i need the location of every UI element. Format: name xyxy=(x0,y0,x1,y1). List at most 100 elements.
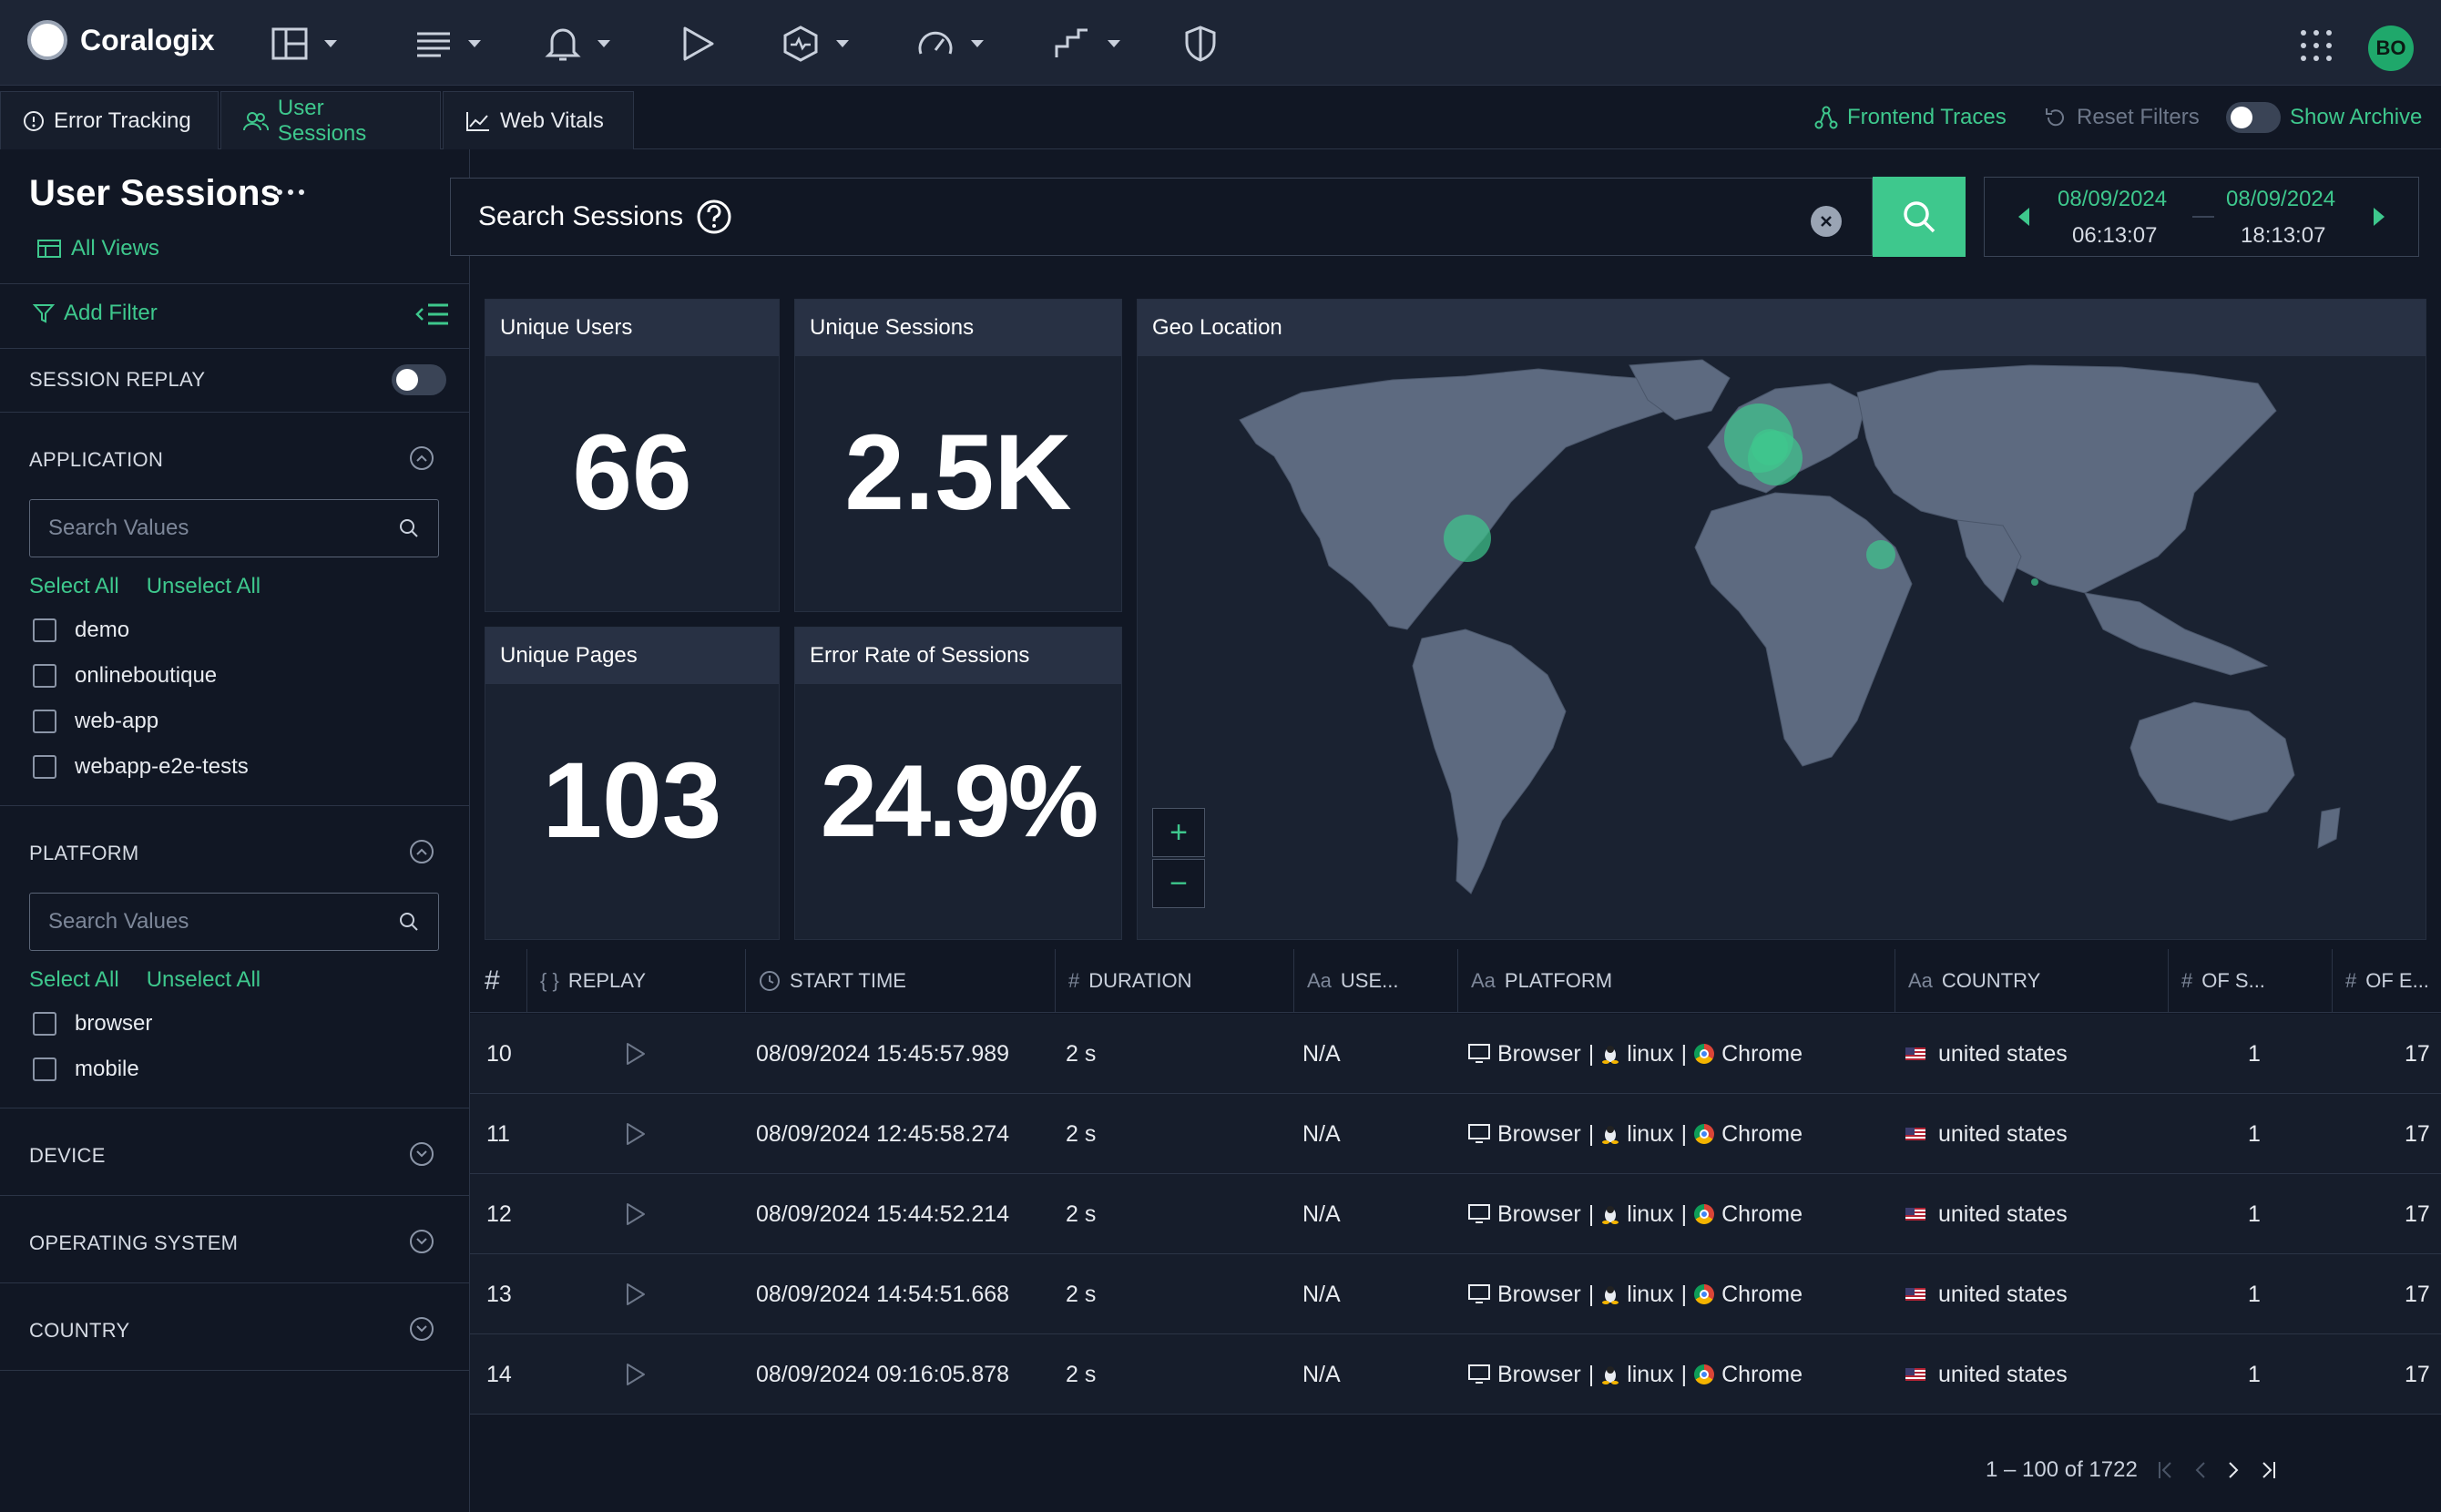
user-avatar[interactable]: BO xyxy=(2368,26,2414,71)
reset-filters-button[interactable]: Reset Filters xyxy=(2044,86,2200,149)
column-header-of-s[interactable]: # OF S... xyxy=(2168,949,2332,1013)
play-menu[interactable] xyxy=(681,23,716,65)
show-archive-toggle[interactable]: Show Archive xyxy=(2226,86,2422,149)
table-row[interactable]: 11 08/09/2024 12:45:58.274 2 s N/A Brows… xyxy=(470,1094,2441,1174)
search-button[interactable] xyxy=(1873,177,1966,257)
checkbox[interactable] xyxy=(33,1057,56,1081)
search-sessions-input[interactable]: Search Sessions xyxy=(450,178,1873,256)
column-header-country[interactable]: Aa COUNTRY xyxy=(1895,949,2168,1013)
session-replay-toggle[interactable] xyxy=(392,364,446,395)
previous-page-icon[interactable] xyxy=(2194,1460,2207,1480)
checkbox-webapp-e2e-tests[interactable]: webapp-e2e-tests xyxy=(33,754,249,780)
checkbox[interactable] xyxy=(33,1012,56,1036)
chevron-up-icon[interactable] xyxy=(410,446,434,470)
chevron-down-icon[interactable] xyxy=(410,1317,434,1341)
table-row[interactable]: 14 08/09/2024 09:16:05.878 2 s N/A Brows… xyxy=(470,1334,2441,1415)
select-all-button[interactable]: Select All xyxy=(29,967,119,992)
session-marker-india[interactable] xyxy=(2031,578,2038,586)
table-row[interactable]: 12 08/09/2024 15:44:52.214 2 s N/A Brows… xyxy=(470,1174,2441,1254)
replay-play-icon[interactable] xyxy=(625,1334,647,1415)
next-page-icon[interactable] xyxy=(2227,1460,2240,1480)
code-icon: { } xyxy=(540,969,559,992)
session-marker-middle-east[interactable] xyxy=(1866,540,1895,569)
country-section-title[interactable]: COUNTRY xyxy=(29,1319,130,1342)
apps-grid-icon[interactable] xyxy=(2301,30,2332,61)
zoom-in-button[interactable]: + xyxy=(1152,808,1205,857)
unselect-all-button[interactable]: Unselect All xyxy=(146,574,261,598)
chevron-down-icon[interactable] xyxy=(410,1230,434,1253)
start-time-cell: 08/09/2024 14:54:51.668 xyxy=(756,1281,1010,1307)
checkbox[interactable] xyxy=(33,710,56,733)
date-range-picker[interactable]: 08/09/2024 06:13:07 08/09/2024 18:13:07 xyxy=(1984,177,2419,257)
of-s-cell: 1 xyxy=(2248,1361,2261,1387)
archive-toggle-switch[interactable] xyxy=(2226,102,2281,133)
previous-range-icon[interactable] xyxy=(2017,207,2030,227)
checkbox-demo[interactable]: demo xyxy=(33,618,129,643)
tab-error-tracking[interactable]: Error Tracking xyxy=(0,91,219,149)
coralogix-logo[interactable]: Coralogix xyxy=(27,20,215,60)
flow-menu[interactable] xyxy=(1053,23,1120,65)
row-index: 14 xyxy=(486,1361,512,1387)
column-header-of-e[interactable]: # OF E... xyxy=(2332,949,2441,1013)
column-header-duration[interactable]: # DURATION xyxy=(1055,949,1293,1013)
checkbox[interactable] xyxy=(33,755,56,779)
os-name: linux xyxy=(1627,1200,1674,1227)
more-options-icon[interactable] xyxy=(277,189,304,195)
column-header-index[interactable]: # xyxy=(485,965,500,996)
unselect-all-button[interactable]: Unselect All xyxy=(146,967,261,992)
checkbox-mobile[interactable]: mobile xyxy=(33,1057,139,1082)
column-header-replay[interactable]: { } REPLAY xyxy=(526,949,745,1013)
replay-play-icon[interactable] xyxy=(625,1174,647,1254)
dashboards-menu[interactable] xyxy=(271,23,337,65)
card-title: Unique Pages xyxy=(485,628,779,684)
incidents-menu[interactable] xyxy=(781,23,849,65)
header-label: COUNTRY xyxy=(1941,969,2041,992)
world-map[interactable] xyxy=(1138,356,2426,940)
collapse-sidebar-icon[interactable] xyxy=(414,302,450,326)
session-marker-europe[interactable] xyxy=(1752,429,1788,465)
device-section-title[interactable]: DEVICE xyxy=(29,1144,106,1167)
user-cell: N/A xyxy=(1302,1200,1341,1227)
column-header-platform[interactable]: Aa PLATFORM xyxy=(1457,949,1895,1013)
table-row[interactable]: 10 08/09/2024 15:45:57.989 2 s N/A Brows… xyxy=(470,1014,2441,1094)
chrome-icon xyxy=(1694,1044,1715,1064)
operating-system-section-title[interactable]: OPERATING SYSTEM xyxy=(29,1231,239,1254)
checkbox[interactable] xyxy=(33,618,56,642)
separator: | xyxy=(1680,1281,1688,1307)
add-filter-button[interactable]: Add Filter xyxy=(33,301,158,326)
tab-web-vitals[interactable]: Web Vitals xyxy=(443,91,634,149)
first-page-icon[interactable] xyxy=(2158,1460,2174,1480)
session-marker-usa[interactable] xyxy=(1444,515,1491,562)
of-e-cell: 17 xyxy=(2405,1040,2430,1067)
checkbox-browser[interactable]: browser xyxy=(33,1011,152,1037)
next-range-icon[interactable] xyxy=(2373,207,2385,227)
country-name: united states xyxy=(1938,1200,2068,1227)
gauge-menu[interactable] xyxy=(916,23,984,65)
us-flag-icon xyxy=(1905,1047,1925,1060)
column-header-user[interactable]: Aa USE... xyxy=(1293,949,1457,1013)
replay-play-icon[interactable] xyxy=(625,1254,647,1334)
frontend-traces-link[interactable]: Frontend Traces xyxy=(1814,86,2007,149)
chevron-down-icon[interactable] xyxy=(410,1142,434,1166)
all-views-link[interactable]: All Views xyxy=(36,236,159,261)
chevron-up-icon[interactable] xyxy=(410,840,434,863)
tab-user-sessions[interactable]: User Sessions xyxy=(220,91,441,149)
replay-play-icon[interactable] xyxy=(625,1014,647,1094)
application-search-input[interactable]: Search Values xyxy=(29,499,439,557)
logs-menu[interactable] xyxy=(415,23,481,65)
column-header-start-time[interactable]: START TIME xyxy=(745,949,1055,1013)
zoom-out-button[interactable]: − xyxy=(1152,859,1205,908)
platform-search-input[interactable]: Search Values xyxy=(29,893,439,951)
platform-cell: Browser | linux | Chrome xyxy=(1468,1334,1803,1415)
clear-search-icon[interactable] xyxy=(1811,206,1842,237)
help-icon[interactable] xyxy=(696,199,732,235)
replay-play-icon[interactable] xyxy=(625,1094,647,1174)
checkbox-onlineboutique[interactable]: onlineboutique xyxy=(33,663,217,689)
table-row[interactable]: 13 08/09/2024 14:54:51.668 2 s N/A Brows… xyxy=(470,1254,2441,1334)
checkbox-web-app[interactable]: web-app xyxy=(33,709,158,734)
security-menu[interactable] xyxy=(1184,23,1217,65)
alerts-menu[interactable] xyxy=(545,23,610,65)
checkbox[interactable] xyxy=(33,664,56,688)
last-page-icon[interactable] xyxy=(2260,1460,2276,1480)
select-all-button[interactable]: Select All xyxy=(29,574,119,598)
